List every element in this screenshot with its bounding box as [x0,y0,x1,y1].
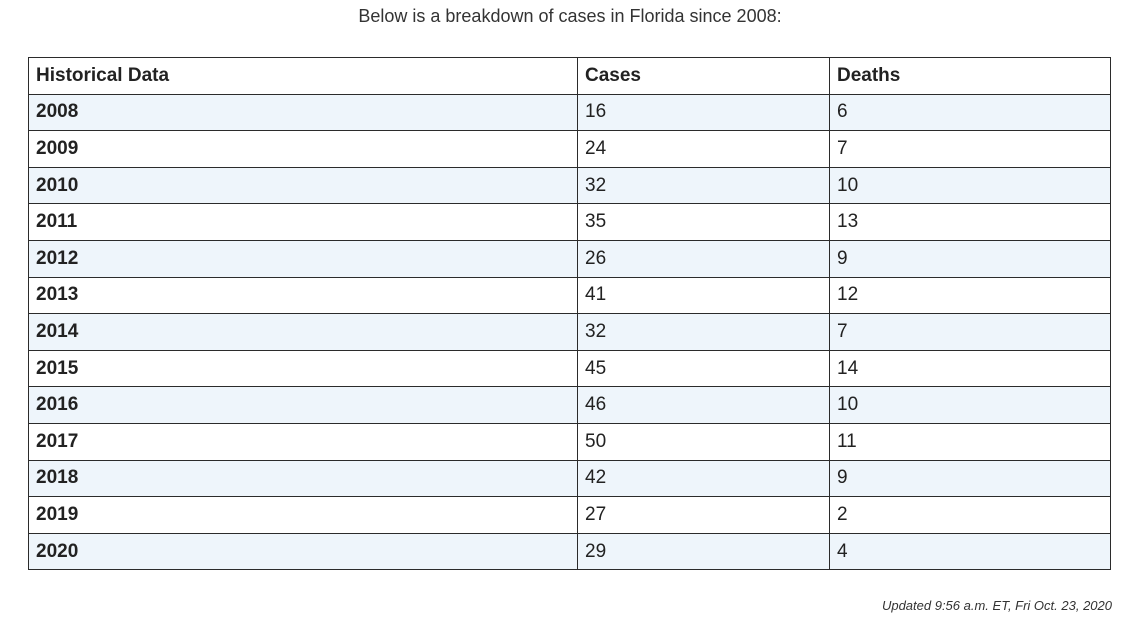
cases-cell: 35 [577,203,830,241]
deaths-cell: 7 [829,130,1111,168]
table-body: 2008 16 6 2009 24 7 2010 32 10 2011 35 13 2012 26 9 201… [28,93,1111,571]
year-cell: 2009 [28,130,578,168]
updated-timestamp: Updated 9:56 a.m. ET, Fri Oct. 23, 2020 [881,598,1112,613]
cases-cell: 32 [577,313,830,351]
cases-table: Historical Data Cases Deaths 2008 16 6 2009… [28,57,1111,571]
cases-cell: 16 [577,93,830,132]
cases-cell: 45 [577,349,830,388]
cases-cell: 24 [577,130,830,168]
table-row: 2016 46 10 [28,386,1111,424]
deaths-cell: 2 [829,496,1111,534]
year-cell: 2019 [28,496,578,534]
deaths-cell: 4 [829,532,1111,571]
table-row: 2013 41 12 [28,276,1111,315]
column-header-historical-data: Historical Data [28,57,578,95]
deaths-cell: 12 [829,276,1111,315]
cases-table-container: Historical Data Cases Deaths 2008 16 6 2009… [28,57,1111,571]
cases-cell: 29 [577,532,830,571]
year-cell: 2011 [28,203,578,241]
table-row: 2010 32 10 [28,166,1111,205]
year-cell: 2017 [28,422,578,461]
year-cell: 2016 [28,386,578,424]
cases-cell: 46 [577,386,830,424]
deaths-cell: 6 [829,93,1111,132]
table-row: 2008 16 6 [28,93,1111,132]
deaths-cell: 9 [829,239,1111,278]
column-header-deaths: Deaths [829,57,1111,95]
year-cell: 2010 [28,166,578,205]
deaths-cell: 14 [829,349,1111,388]
year-cell: 2020 [28,532,578,571]
table-row: 2018 42 9 [28,459,1111,498]
column-header-cases: Cases [577,57,830,95]
year-cell: 2015 [28,349,578,388]
year-cell: 2018 [28,459,578,498]
table-row: 2012 26 9 [28,239,1111,278]
cases-cell: 32 [577,166,830,205]
table-header-row: Historical Data Cases Deaths [28,57,1111,95]
table-row: 2015 45 14 [28,349,1111,388]
deaths-cell: 9 [829,459,1111,498]
table-row: 2019 27 2 [28,496,1111,534]
year-cell: 2014 [28,313,578,351]
deaths-cell: 10 [829,386,1111,424]
cases-cell: 26 [577,239,830,278]
cases-cell: 41 [577,276,830,315]
table-row: 2020 29 4 [28,532,1111,571]
year-cell: 2013 [28,276,578,315]
year-cell: 2012 [28,239,578,278]
year-cell: 2008 [28,93,578,132]
table-row: 2011 35 13 [28,203,1111,241]
deaths-cell: 7 [829,313,1111,351]
deaths-cell: 10 [829,166,1111,205]
intro-text: Below is a breakdown of cases in Florida… [358,6,782,26]
table-row: 2017 50 11 [28,422,1111,461]
cases-cell: 50 [577,422,830,461]
cases-cell: 42 [577,459,830,498]
deaths-cell: 13 [829,203,1111,241]
deaths-cell: 11 [829,422,1111,461]
table-row: 2014 32 7 [28,313,1111,351]
cases-cell: 27 [577,496,830,534]
table-row: 2009 24 7 [28,130,1111,168]
